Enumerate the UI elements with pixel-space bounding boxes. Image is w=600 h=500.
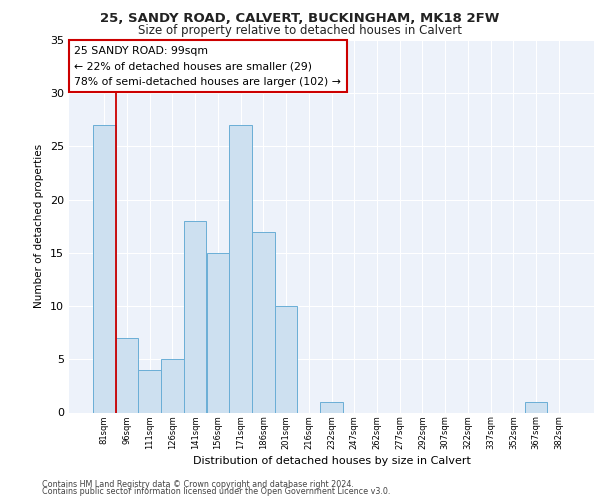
Bar [320, 402, 343, 412]
Text: Contains HM Land Registry data © Crown copyright and database right 2024.: Contains HM Land Registry data © Crown c… [42, 480, 354, 489]
Bar [275, 306, 298, 412]
Bar [524, 402, 547, 412]
X-axis label: Distribution of detached houses by size in Calvert: Distribution of detached houses by size … [193, 456, 470, 466]
Y-axis label: Number of detached properties: Number of detached properties [34, 144, 44, 308]
Text: Contains public sector information licensed under the Open Government Licence v3: Contains public sector information licen… [42, 487, 391, 496]
Bar [116, 338, 139, 412]
Bar [184, 221, 206, 412]
Bar [252, 232, 275, 412]
Bar [93, 125, 116, 412]
Text: 25 SANDY ROAD: 99sqm
← 22% of detached houses are smaller (29)
78% of semi-detac: 25 SANDY ROAD: 99sqm ← 22% of detached h… [74, 46, 341, 87]
Text: 25, SANDY ROAD, CALVERT, BUCKINGHAM, MK18 2FW: 25, SANDY ROAD, CALVERT, BUCKINGHAM, MK1… [100, 12, 500, 26]
Bar [229, 125, 252, 412]
Bar [139, 370, 161, 412]
Bar [206, 253, 229, 412]
Bar [161, 360, 184, 412]
Text: Size of property relative to detached houses in Calvert: Size of property relative to detached ho… [138, 24, 462, 37]
